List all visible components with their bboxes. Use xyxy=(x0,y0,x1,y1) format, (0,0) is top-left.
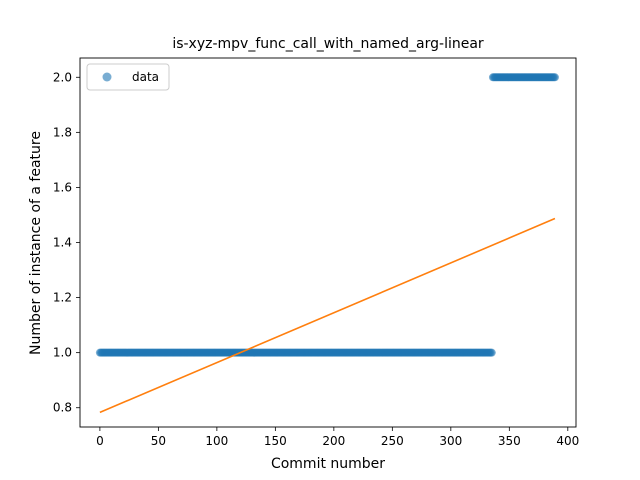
x-tick-label: 200 xyxy=(322,434,345,448)
x-tick-label: 50 xyxy=(151,434,166,448)
x-tick-label: 350 xyxy=(498,434,521,448)
legend-marker xyxy=(102,72,112,82)
y-tick-label: 1.0 xyxy=(53,346,72,360)
x-tick-label: 300 xyxy=(439,434,462,448)
y-tick-label: 2.0 xyxy=(53,70,72,84)
axis-ticks: 0 50 100 150 200 250 300 350 400 0.8 1.0 1.2 1.4 1.6 1… xyxy=(53,70,579,448)
x-tick-label: 0 xyxy=(96,434,104,448)
x-tick-label: 400 xyxy=(556,434,579,448)
y-tick-label: 0.8 xyxy=(53,401,72,415)
x-tick-label: 150 xyxy=(264,434,287,448)
plot-area xyxy=(79,57,577,428)
x-tick-label: 250 xyxy=(381,434,404,448)
y-tick-label: 1.6 xyxy=(53,180,72,194)
data-point xyxy=(487,348,496,357)
data-points xyxy=(95,73,559,357)
data-point xyxy=(550,73,559,82)
legend-label: data xyxy=(132,70,159,84)
y-axis-label: Number of instance of a feature xyxy=(28,131,44,355)
y-tick-label: 1.2 xyxy=(53,291,72,305)
y-tick-label: 1.8 xyxy=(53,125,72,139)
legend: data xyxy=(86,63,170,91)
x-axis-label: Commit number xyxy=(271,456,385,472)
fit-line xyxy=(99,217,556,414)
x-tick-label: 100 xyxy=(205,434,228,448)
legend-box xyxy=(86,63,170,91)
chart-title: is-xyz-mpv_func_call_with_named_arg-line… xyxy=(172,36,484,52)
y-tick-label: 1.4 xyxy=(53,236,72,250)
